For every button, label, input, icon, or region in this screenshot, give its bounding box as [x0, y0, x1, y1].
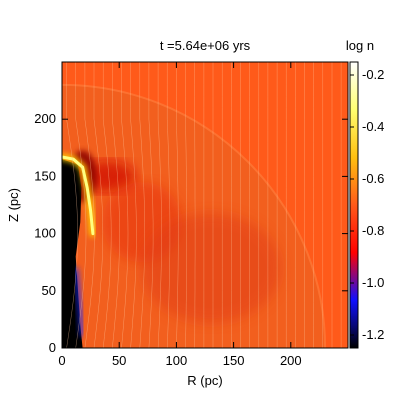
x-tick-label: 100 [166, 353, 188, 368]
x-tick-label: 200 [280, 353, 302, 368]
field-line [176, 62, 179, 348]
y-axis-label: Z (pc) [6, 188, 21, 222]
colorbar-tick-label: -0.6 [362, 171, 384, 186]
field-line [75, 62, 87, 348]
field-line [66, 62, 78, 348]
y-tick-label: 0 [49, 340, 56, 355]
colorbar: -1.2 -1.0 -0.8 -0.6 -0.4 -0.2 [349, 61, 384, 349]
y-tick-label: 200 [34, 111, 56, 126]
x-tick-label: 150 [223, 353, 245, 368]
field-line [93, 62, 104, 348]
field-lines [66, 62, 342, 348]
y-axis: 0 50 100 150 200 [34, 111, 348, 355]
field-line [148, 62, 154, 348]
field-line [139, 62, 145, 348]
field-line [112, 62, 120, 348]
field-line [84, 62, 95, 348]
plot-title: t =5.64e+06 yrs [160, 38, 251, 53]
y-tick-label: 150 [34, 168, 56, 183]
field-line [166, 62, 171, 348]
colorbar-tick-label: -1.0 [362, 275, 384, 290]
dense-arc [62, 155, 95, 236]
plot-area [62, 62, 348, 348]
low-density-channel [73, 267, 85, 337]
colorbar-strip [349, 61, 359, 349]
y-tick-label: 50 [42, 283, 56, 298]
colorbar-label: log n [346, 38, 374, 53]
colorbar-tick-label: -1.2 [362, 327, 384, 342]
colorbar-tick-label: -0.2 [362, 67, 384, 82]
x-tick-label: 50 [112, 353, 126, 368]
field-line [130, 62, 137, 348]
x-axis-label: R (pc) [187, 373, 222, 388]
field-line [157, 62, 162, 348]
field-line [121, 62, 129, 348]
red-zone-lower [140, 212, 281, 323]
colorbar-ticks: -1.2 -1.0 -0.8 -0.6 -0.4 -0.2 [350, 67, 384, 342]
colorbar-tick-label: -0.4 [362, 119, 384, 134]
x-axis: 0 50 100 150 200 [58, 62, 302, 368]
plot-frame [61, 61, 349, 349]
y-tick-label: 100 [34, 226, 56, 241]
field-line [185, 62, 187, 348]
field-line [102, 62, 112, 348]
colorbar-tick-label: -0.8 [362, 223, 384, 238]
x-tick-label: 0 [58, 353, 65, 368]
